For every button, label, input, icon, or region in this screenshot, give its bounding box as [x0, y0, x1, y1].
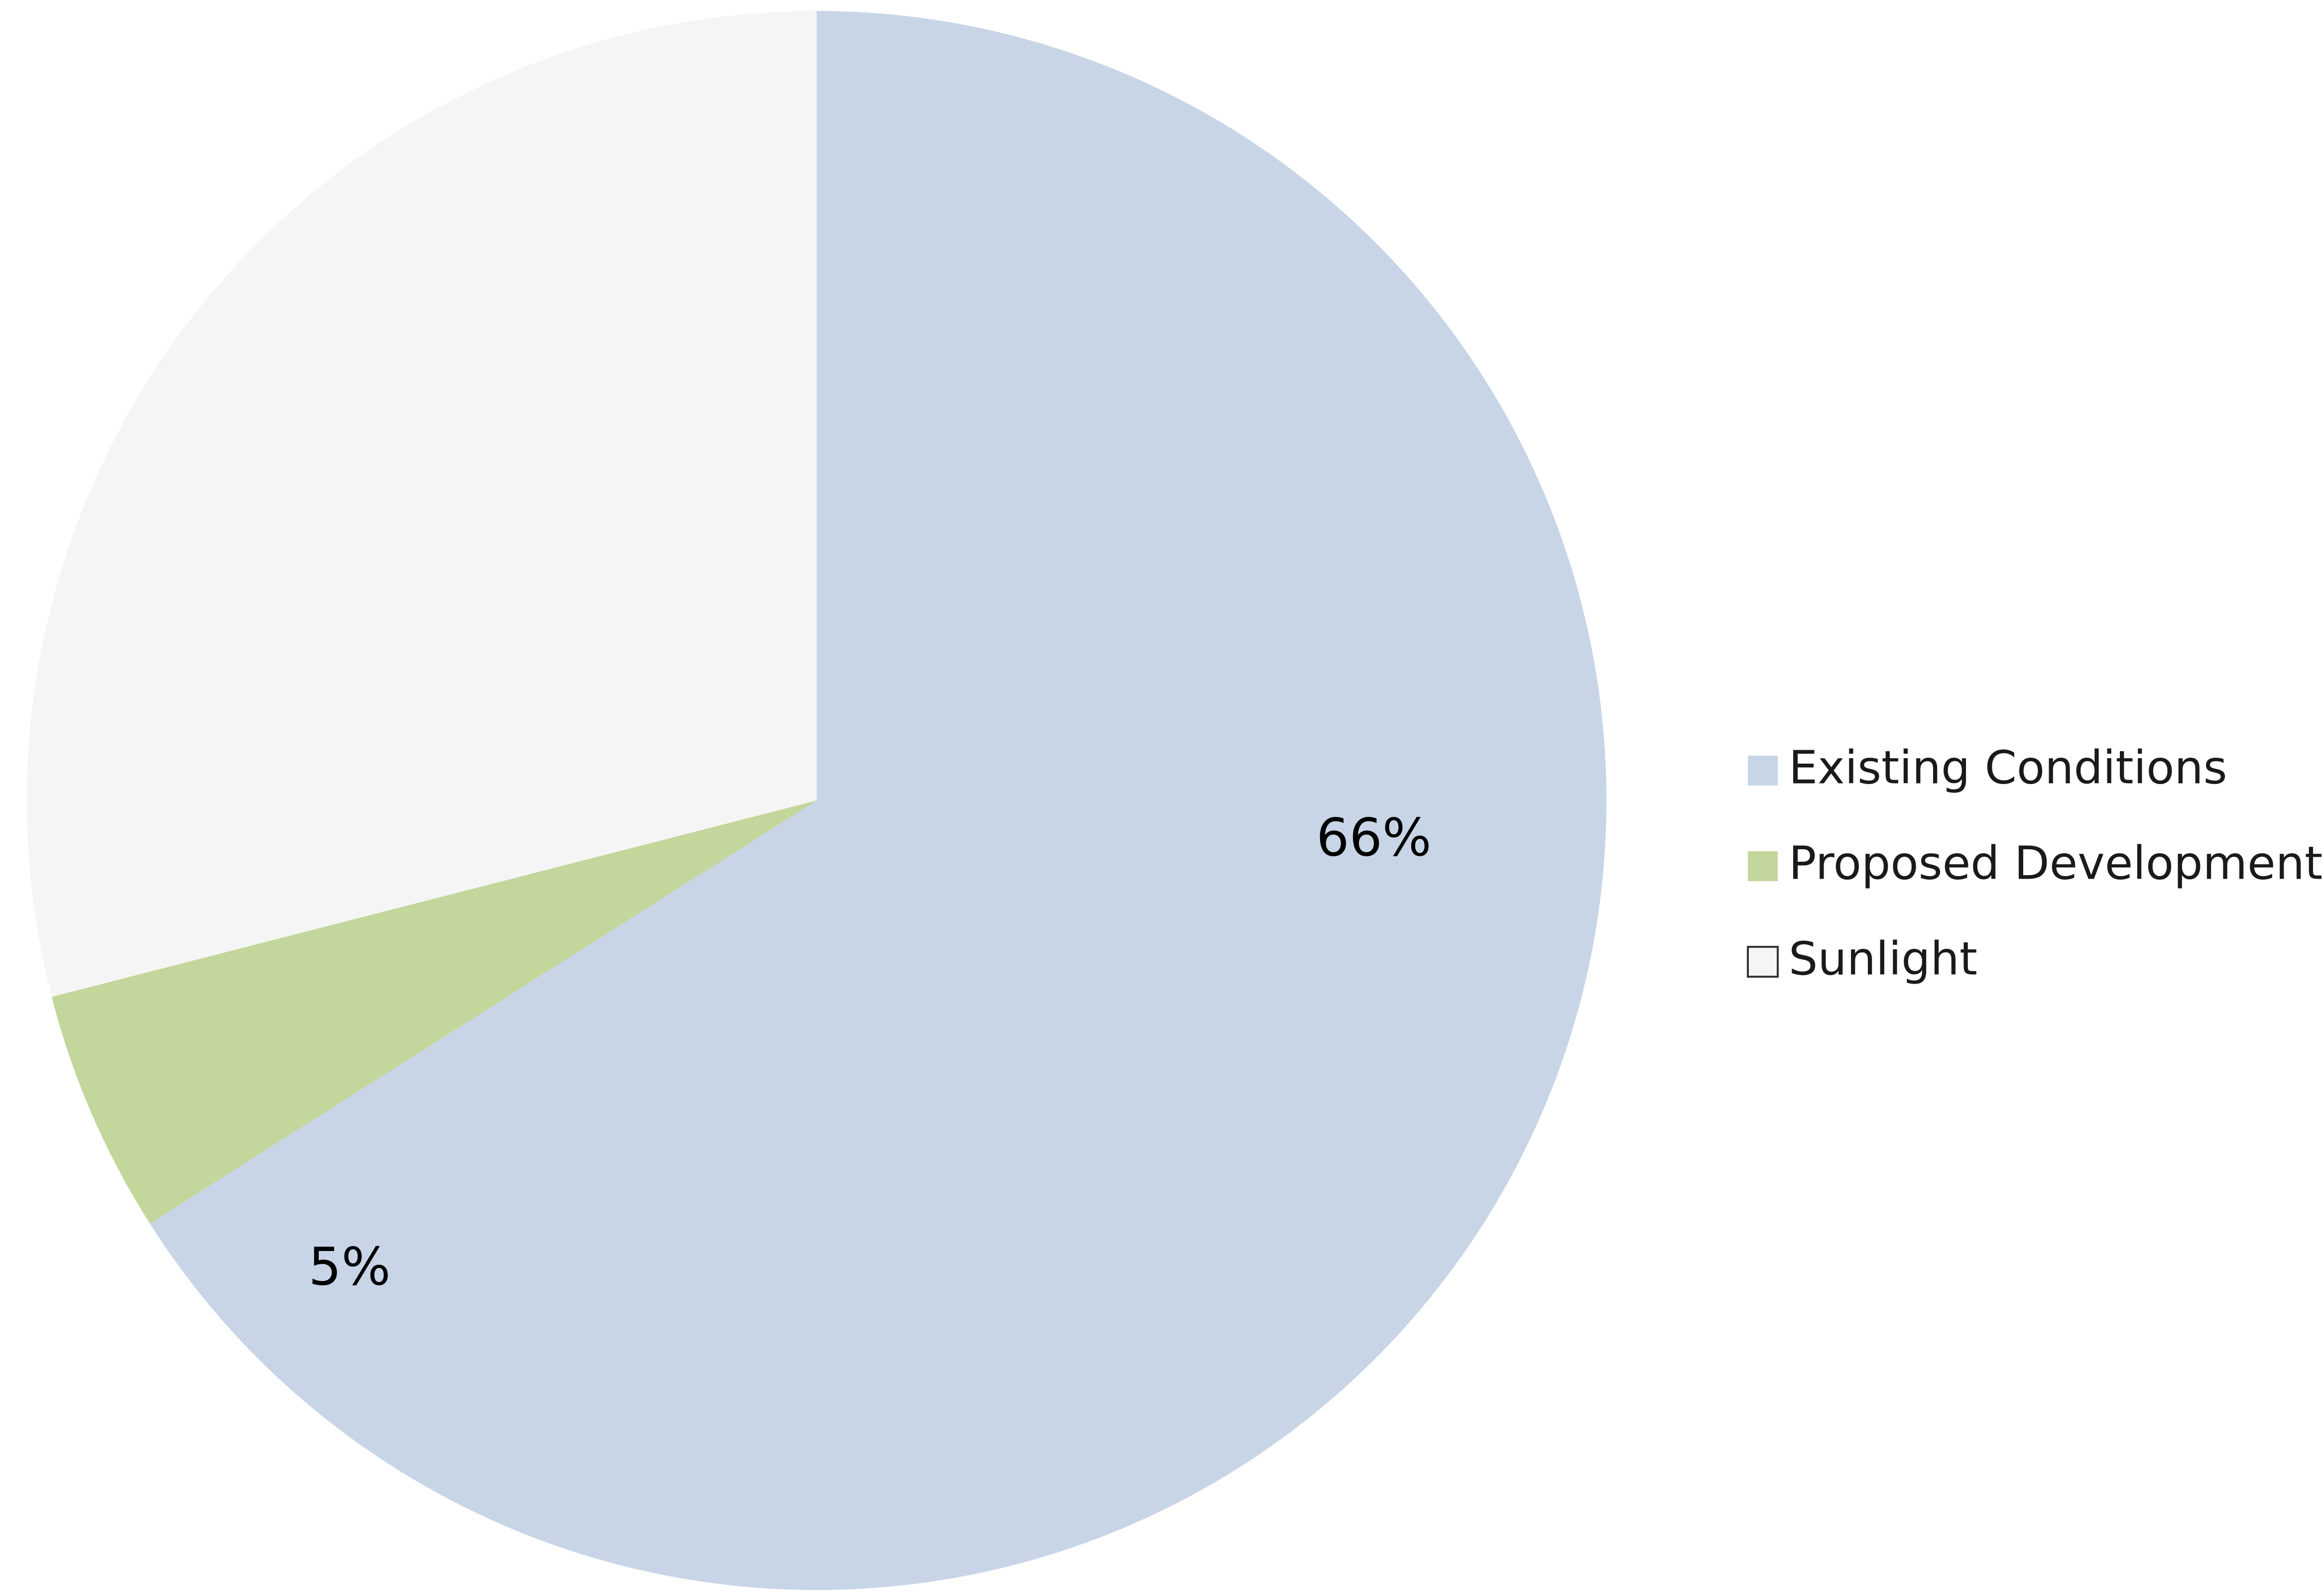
legend-swatch [1747, 946, 1779, 978]
legend-swatch [1748, 756, 1778, 786]
pie-slice [149, 11, 1607, 1591]
data-label: 66% [1316, 807, 1431, 868]
legend-label: Existing Conditions [1789, 741, 2227, 794]
legend-swatch [1748, 851, 1778, 881]
legend-label: Sunlight [1789, 932, 1977, 985]
pie-slice [27, 11, 817, 997]
legend-label: Proposed Development [1789, 836, 2323, 890]
pie-slice [51, 800, 817, 1224]
data-label: 5% [309, 1236, 391, 1297]
